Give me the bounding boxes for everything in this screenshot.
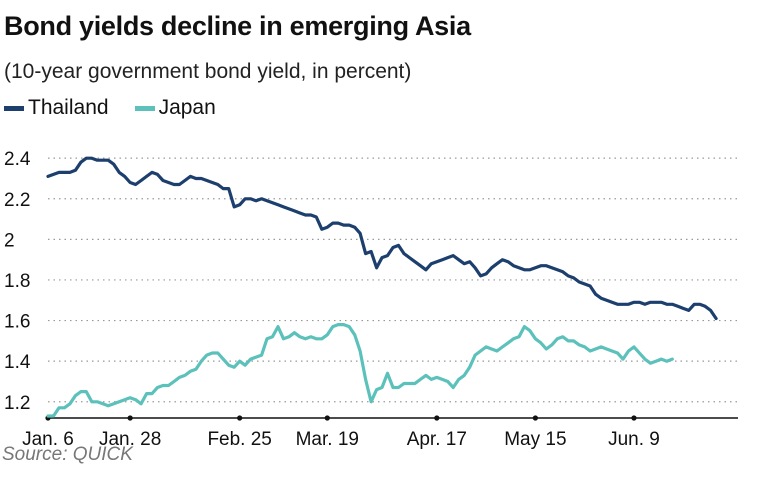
y-tick-label: 1.8 bbox=[4, 271, 30, 292]
x-tick-label: Mar. 19 bbox=[296, 429, 359, 450]
x-tick-mark bbox=[532, 415, 538, 421]
legend-label-japan: Japan bbox=[158, 96, 216, 119]
y-tick-label: 1.6 bbox=[4, 312, 30, 333]
series-line-japan bbox=[46, 323, 674, 418]
y-tick-label: 1.2 bbox=[4, 393, 30, 414]
source-note: Source: QUICK bbox=[2, 444, 133, 465]
legend-swatch-thailand bbox=[4, 105, 24, 111]
y-tick-label: 2 bbox=[4, 230, 15, 251]
chart-subtitle: (10-year government bond yield, in perce… bbox=[4, 60, 412, 83]
y-tick-label: 2.4 bbox=[4, 149, 31, 170]
x-tick-mark bbox=[324, 415, 330, 421]
series-line-thailand bbox=[46, 156, 718, 321]
y-tick-label: 2.2 bbox=[4, 190, 30, 211]
x-tick-label: Jun. 9 bbox=[608, 429, 660, 450]
legend-swatch-japan bbox=[134, 105, 155, 111]
x-tick-mark bbox=[434, 415, 440, 421]
legend-item-thailand: Thailand bbox=[4, 96, 109, 120]
x-tick-label: Apr. 17 bbox=[407, 429, 467, 450]
x-tick-label: May 15 bbox=[504, 429, 566, 450]
x-tick-mark bbox=[127, 415, 133, 421]
y-tick-label: 1.4 bbox=[4, 352, 31, 373]
legend-item-japan: Japan bbox=[134, 96, 216, 120]
chart-title: Bond yields decline in emerging Asia bbox=[4, 11, 471, 41]
x-tick-label: Feb. 25 bbox=[207, 429, 271, 450]
legend: Thailand Japan bbox=[4, 96, 242, 120]
x-tick-mark bbox=[237, 415, 243, 421]
x-tick-label: Jan. 28 bbox=[99, 429, 161, 450]
x-tick-label: Jan. 6 bbox=[22, 429, 74, 450]
legend-label-thailand: Thailand bbox=[28, 96, 109, 119]
x-tick-mark bbox=[631, 415, 637, 421]
